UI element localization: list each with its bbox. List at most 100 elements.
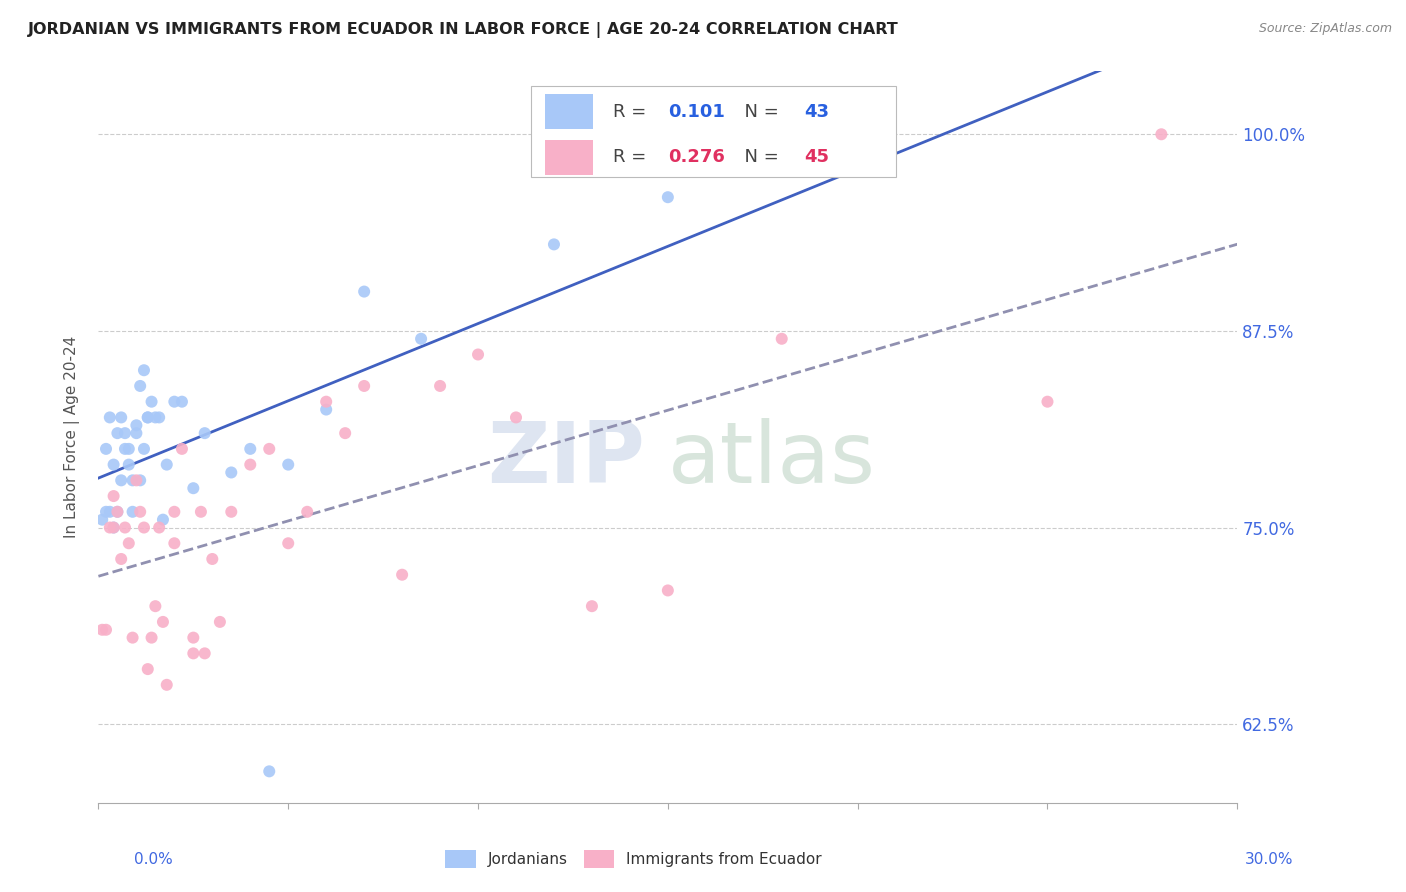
Text: 0.276: 0.276: [668, 148, 724, 166]
Point: [145, 599, 167, 614]
Point: [353, 285, 375, 299]
Point: [183, 631, 205, 645]
Point: [132, 363, 155, 377]
Point: [152, 513, 174, 527]
Text: N =: N =: [733, 103, 785, 120]
Point: [411, 332, 433, 346]
Point: [163, 505, 186, 519]
Point: [103, 489, 125, 503]
Point: [94, 623, 117, 637]
Text: R =: R =: [613, 148, 652, 166]
Point: [145, 410, 167, 425]
Point: [148, 520, 170, 534]
Point: [353, 379, 375, 393]
Point: [505, 410, 527, 425]
Point: [141, 631, 163, 645]
Text: atlas: atlas: [668, 417, 876, 500]
Point: [657, 583, 679, 598]
Point: [770, 332, 793, 346]
Point: [277, 458, 299, 472]
Text: R =: R =: [613, 103, 652, 120]
Point: [208, 615, 231, 629]
Point: [114, 426, 136, 441]
Point: [98, 410, 121, 425]
Point: [103, 520, 125, 534]
Text: Source: ZipAtlas.com: Source: ZipAtlas.com: [1258, 22, 1392, 36]
Point: [183, 646, 205, 660]
Point: [129, 505, 152, 519]
Point: [297, 505, 319, 519]
Point: [125, 418, 148, 433]
Text: 0.0%: 0.0%: [134, 852, 173, 867]
Point: [103, 458, 125, 472]
Point: [543, 237, 565, 252]
FancyBboxPatch shape: [531, 86, 896, 178]
Point: [98, 505, 121, 519]
Point: [107, 426, 129, 441]
Point: [391, 567, 413, 582]
Point: [657, 190, 679, 204]
Point: [201, 552, 224, 566]
Point: [103, 520, 125, 534]
FancyBboxPatch shape: [546, 140, 593, 175]
Point: [91, 513, 114, 527]
Point: [114, 520, 136, 534]
Point: [581, 599, 603, 614]
Point: [114, 442, 136, 456]
Point: [221, 466, 243, 480]
Point: [118, 536, 141, 550]
Point: [125, 426, 148, 441]
Point: [107, 505, 129, 519]
Point: [163, 536, 186, 550]
Text: ZIP: ZIP: [488, 417, 645, 500]
Point: [1036, 394, 1059, 409]
Point: [94, 505, 117, 519]
Point: [170, 442, 193, 456]
Point: [110, 410, 132, 425]
Point: [118, 458, 141, 472]
Point: [91, 623, 114, 637]
Point: [156, 458, 179, 472]
Point: [110, 552, 132, 566]
Point: [221, 505, 243, 519]
Point: [129, 473, 152, 487]
Point: [467, 347, 489, 361]
Point: [239, 458, 262, 472]
Point: [170, 394, 193, 409]
Point: [118, 442, 141, 456]
Point: [152, 615, 174, 629]
Point: [194, 426, 217, 441]
Point: [315, 402, 337, 417]
Point: [107, 505, 129, 519]
Point: [94, 442, 117, 456]
Text: 30.0%: 30.0%: [1246, 852, 1294, 867]
Point: [190, 505, 212, 519]
Point: [121, 631, 143, 645]
Point: [132, 442, 155, 456]
Text: JORDANIAN VS IMMIGRANTS FROM ECUADOR IN LABOR FORCE | AGE 20-24 CORRELATION CHAR: JORDANIAN VS IMMIGRANTS FROM ECUADOR IN …: [28, 22, 898, 38]
Point: [136, 662, 159, 676]
Point: [136, 410, 159, 425]
Point: [163, 394, 186, 409]
Text: 45: 45: [804, 148, 830, 166]
Point: [259, 764, 281, 779]
Point: [194, 646, 217, 660]
Point: [259, 442, 281, 456]
Point: [121, 473, 143, 487]
FancyBboxPatch shape: [546, 94, 593, 129]
Text: 43: 43: [804, 103, 830, 120]
Point: [148, 410, 170, 425]
Point: [136, 410, 159, 425]
Text: N =: N =: [733, 148, 785, 166]
Point: [156, 678, 179, 692]
Y-axis label: In Labor Force | Age 20-24: In Labor Force | Age 20-24: [63, 336, 80, 538]
Point: [429, 379, 451, 393]
Legend: Jordanians, Immigrants from Ecuador: Jordanians, Immigrants from Ecuador: [437, 843, 830, 876]
Point: [277, 536, 299, 550]
Point: [239, 442, 262, 456]
Point: [125, 473, 148, 487]
Point: [110, 473, 132, 487]
Point: [98, 520, 121, 534]
Point: [335, 426, 357, 441]
Text: 0.101: 0.101: [668, 103, 724, 120]
